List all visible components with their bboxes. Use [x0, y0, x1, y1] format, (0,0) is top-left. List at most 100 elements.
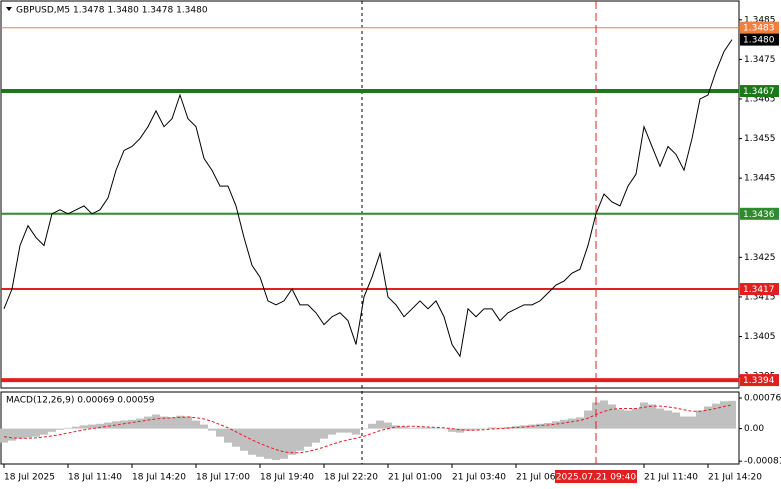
macd-bar: [88, 424, 96, 429]
x-tick-label: 18 Jul 14:20: [132, 473, 186, 483]
level-label-box: [740, 85, 779, 98]
macd-bar: [608, 404, 616, 429]
signal-line: [3, 404, 733, 454]
macd-bar: [688, 416, 696, 429]
macd-bar: [320, 428, 328, 439]
macd-y-tick-label: -0.00081: [744, 457, 781, 467]
macd-bar: [40, 428, 48, 435]
level-label: 1.3417: [740, 283, 779, 296]
macd-bar: [104, 422, 112, 429]
macd-bar: [112, 421, 120, 429]
macd-bar: [696, 410, 704, 429]
last-price: 1.3480: [740, 33, 779, 46]
macd-bar: [24, 428, 32, 438]
macd-bar: [0, 428, 8, 443]
macd-bar: [712, 403, 720, 429]
macd-bar: [152, 414, 160, 429]
level-label-box: [740, 21, 779, 34]
x-tick-label: 18 Jul 19:40: [260, 473, 314, 483]
x-tick-label: 21 Jul 14:20: [708, 473, 762, 483]
macd-bar: [568, 418, 576, 429]
macd-bar: [272, 428, 280, 460]
x-tick-label: 21 Jul 11:40: [644, 473, 698, 483]
macd-bar: [472, 428, 480, 430]
macd-bar: [192, 420, 200, 429]
macd-bar: [72, 426, 80, 429]
macd-bar: [256, 428, 264, 457]
macd-bar: [232, 428, 240, 447]
macd-bar: [352, 428, 360, 435]
macd-bar: [624, 410, 632, 429]
x-tick-label: 18 Jul 22:20: [324, 473, 378, 483]
macd-bar: [216, 428, 224, 437]
price-line: [3, 39, 733, 358]
indicator-title: MACD(12,26,9) 0.00069 0.00059: [6, 396, 155, 406]
macd-bar: [168, 417, 176, 429]
macd-bar: [16, 428, 24, 439]
macd-bar: [576, 417, 584, 429]
macd-bar: [392, 425, 400, 429]
level-label-text: 1.3417: [743, 285, 775, 295]
macd-bar: [496, 427, 504, 429]
macd-bar: [464, 428, 472, 431]
level-label-text: 1.3436: [743, 210, 775, 220]
macd-bar: [448, 428, 456, 432]
macd-bar: [120, 420, 128, 429]
macd-y-tick-label: 0.00076: [744, 394, 781, 404]
macd-bar: [560, 419, 568, 429]
macd-bar: [80, 425, 88, 429]
macd-bar: [456, 428, 464, 433]
y-tick-label: 1.3475: [744, 55, 776, 65]
level-label-box: [740, 207, 779, 220]
macd-bar: [424, 427, 432, 429]
macd-bar: [680, 416, 688, 429]
macd-bar: [328, 428, 336, 435]
level-label-box: [740, 283, 779, 296]
macd-bar: [32, 428, 40, 437]
macd-bar: [184, 416, 192, 429]
macd-bar: [248, 428, 256, 455]
x-tick-label: 21 Jul 03:40: [452, 473, 506, 483]
macd-bar: [296, 428, 304, 451]
macd-bar: [8, 428, 16, 441]
level-label: 1.3483: [740, 21, 779, 34]
y-tick-label: 1.3405: [744, 332, 776, 342]
y-tick-label: 1.3455: [744, 134, 776, 144]
menu-arrow[interactable]: [6, 7, 12, 11]
macd-bar: [728, 400, 736, 429]
macd-bar: [96, 423, 104, 429]
macd-bar: [304, 428, 312, 447]
main-panel: [0, 0, 740, 389]
macd-bar: [376, 420, 384, 429]
x-tick-label: 18 Jul 11:40: [68, 473, 122, 483]
highlight-label: 2025.07.21 09:40: [555, 470, 637, 483]
macd-panel: [0, 391, 740, 465]
macd-bar: [288, 428, 296, 455]
macd-bar: [432, 427, 440, 429]
macd-bar: [48, 428, 56, 432]
y-tick-label: 1.3445: [744, 174, 776, 184]
macd-bar: [136, 418, 144, 429]
macd-bar: [600, 400, 608, 429]
x-tick-label: 18 Jul 2025: [4, 473, 55, 483]
macd-y-tick-label: 0.00: [744, 424, 764, 434]
y-tick-label: 1.3465: [744, 94, 776, 104]
macd-bar: [632, 408, 640, 429]
macd-bar: [56, 428, 64, 430]
macd-bar: [160, 416, 168, 429]
y-tick-label: 1.3485: [744, 15, 776, 25]
y-tick-label: 1.3425: [744, 253, 776, 263]
macd-bar: [200, 424, 208, 429]
level-label-text: 1.3483: [743, 24, 775, 34]
macd-bar: [720, 401, 728, 429]
macd-bar: [128, 419, 136, 429]
macd-bar: [280, 428, 288, 459]
macd-bar: [368, 423, 376, 429]
macd-bar: [400, 426, 408, 429]
x-tick-label: 18 Jul 17:00: [196, 473, 250, 483]
macd-bar: [208, 428, 216, 431]
macd-bar: [144, 416, 152, 429]
macd-bar: [480, 428, 488, 430]
